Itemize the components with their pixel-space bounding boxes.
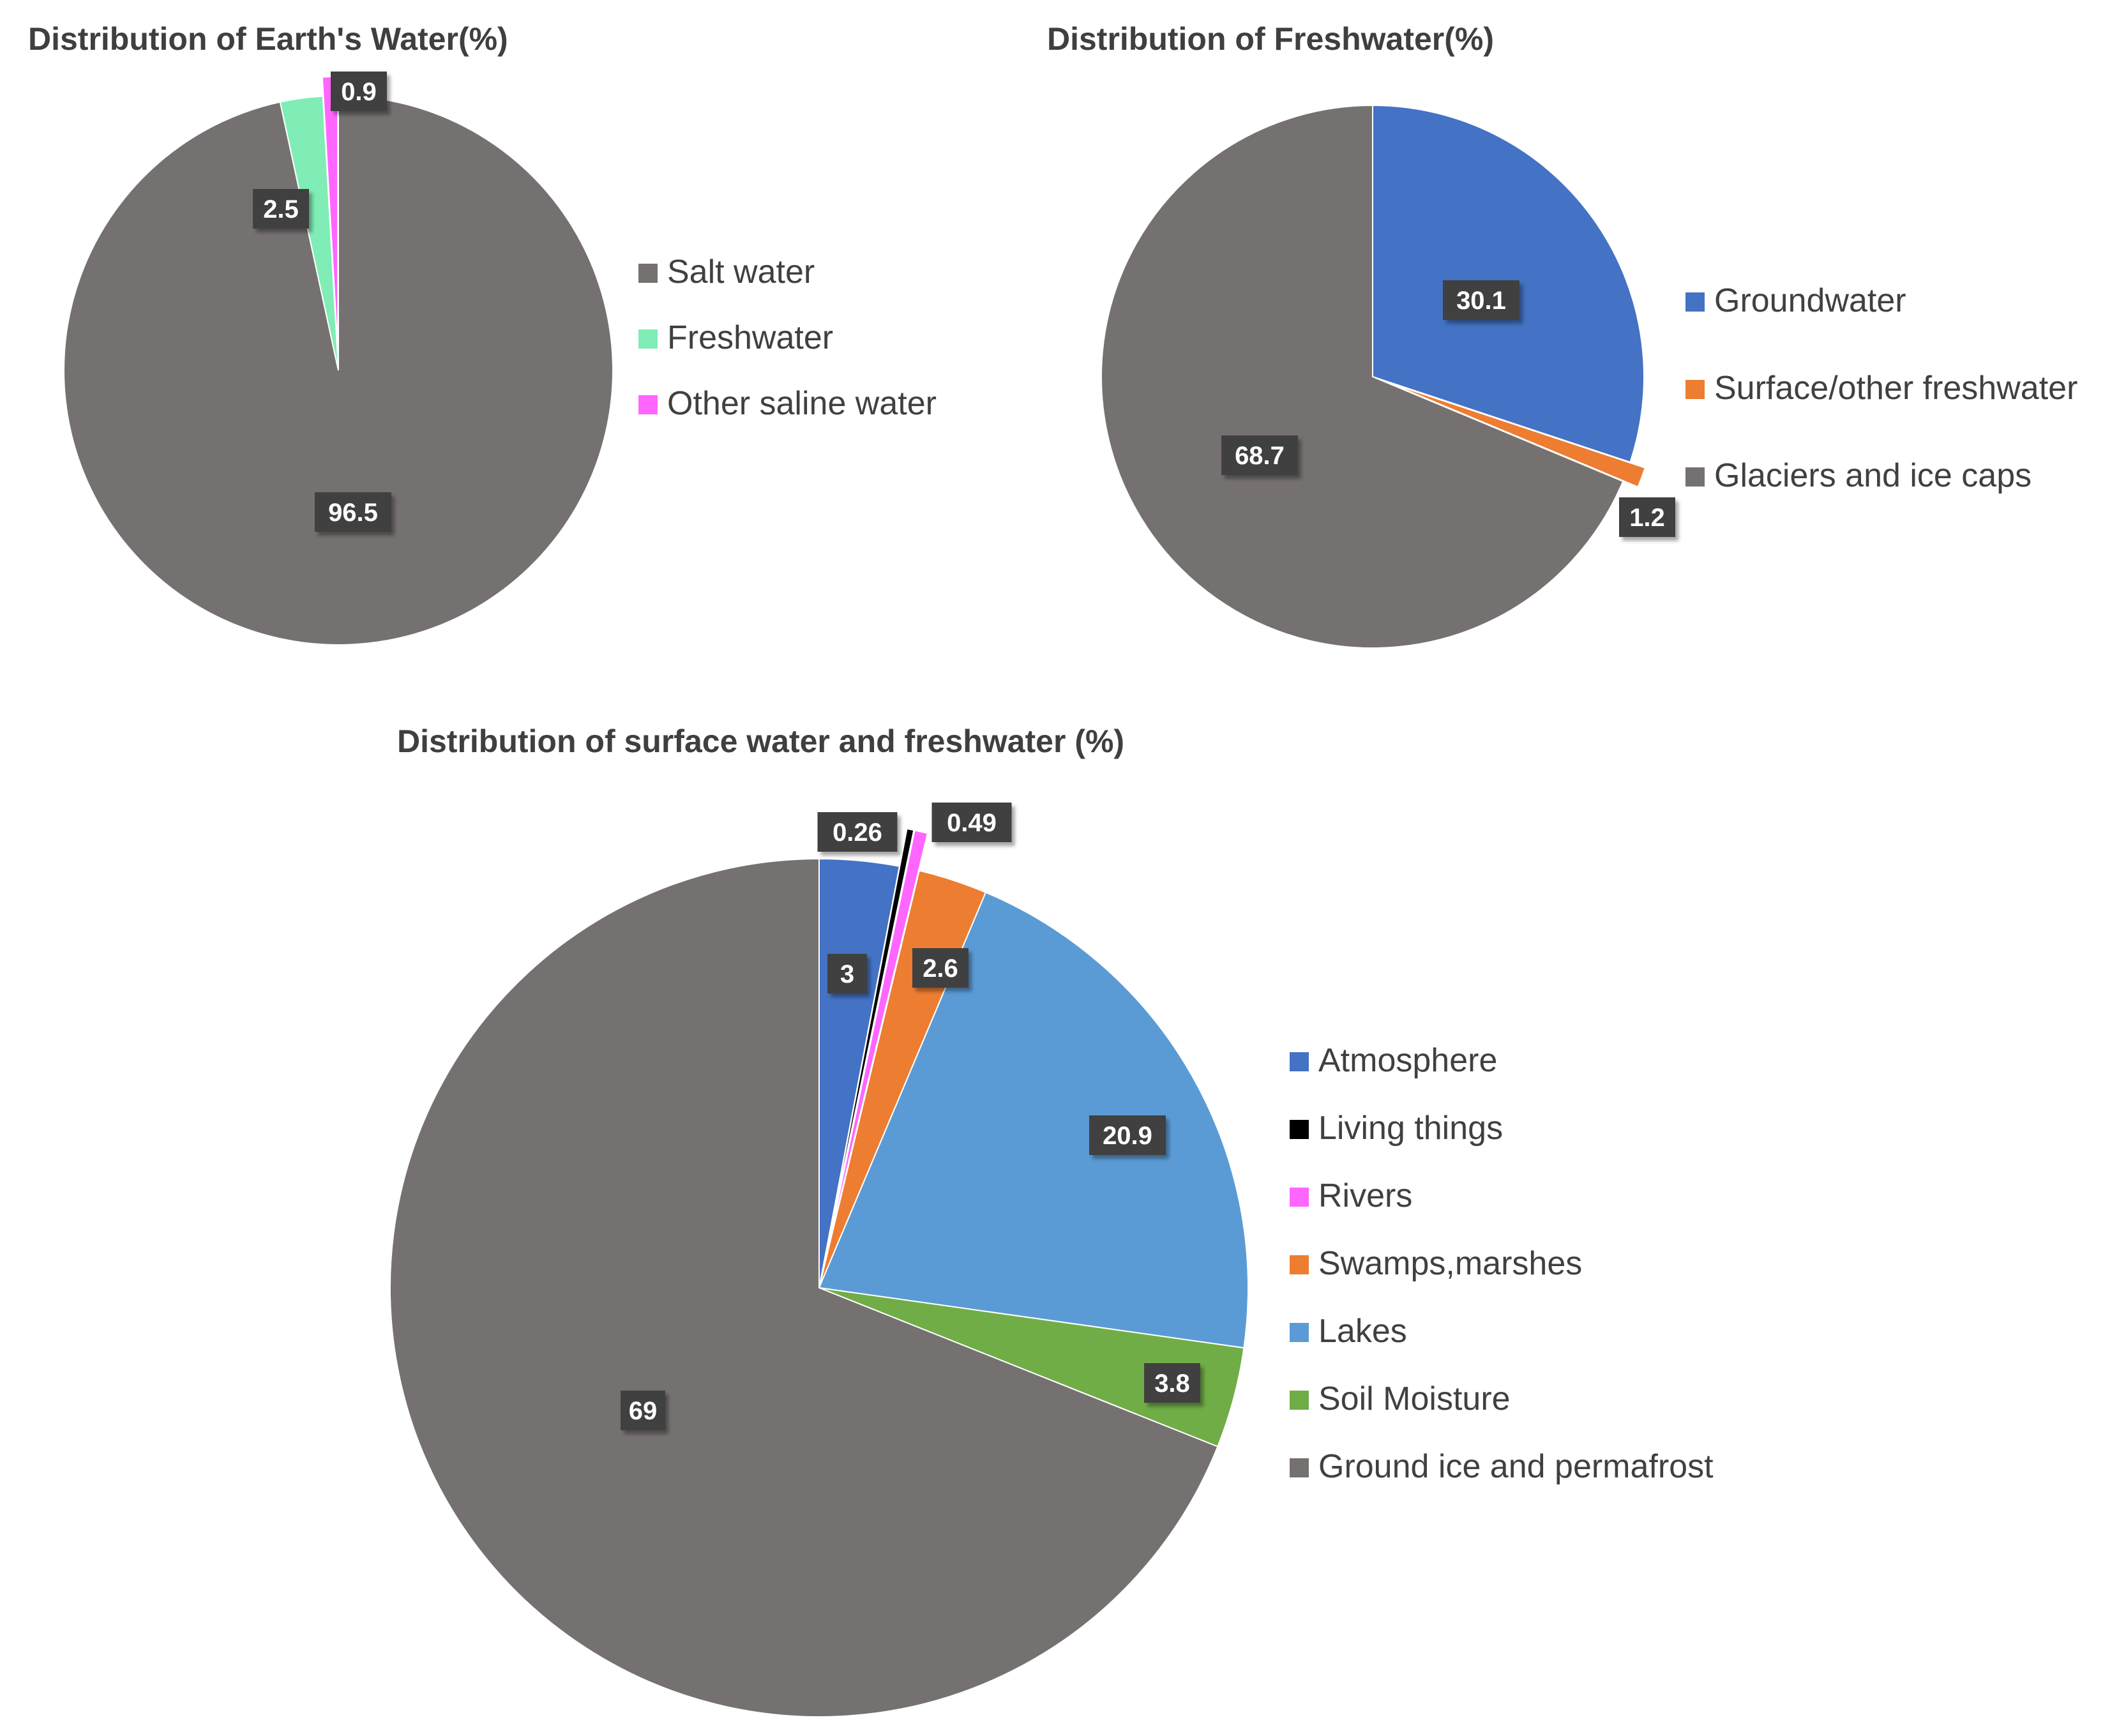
data-label-swamps-marshes: 2.6: [912, 948, 969, 988]
data-label-other-saline-water: 0.9: [331, 72, 387, 111]
legend-swatch: [1685, 380, 1705, 399]
data-label-value: 2.6: [923, 955, 958, 983]
data-label-value: 0.9: [341, 78, 377, 106]
data-label-value: 2.5: [263, 195, 299, 223]
data-label-freshwater: 2.5: [253, 189, 309, 229]
chart-title: Distribution of Freshwater(%): [1047, 21, 1494, 57]
legend-label: Atmosphere: [1318, 1042, 1497, 1079]
data-label-atmosphere: 3: [827, 954, 867, 993]
data-label-value: 30.1: [1456, 287, 1506, 315]
legend-label: Swamps,marshes: [1318, 1245, 1582, 1282]
legend-swatch: [1290, 1458, 1309, 1477]
legend-item-soil-moisture: Soil Moisture: [1290, 1380, 1511, 1417]
legend-label: Freshwater: [667, 319, 833, 356]
legend-label: Living things: [1318, 1110, 1503, 1147]
data-label-box: [331, 72, 387, 111]
data-label-value: 1.2: [1629, 504, 1665, 532]
legend-item-lakes: Lakes: [1290, 1313, 1407, 1350]
data-label-groundwater: 30.1: [1443, 280, 1519, 320]
data-label-ground-ice-and-permafrost: 69: [621, 1391, 665, 1430]
legend-label: Other saline water: [667, 385, 937, 422]
legend-swatch: [1290, 1052, 1309, 1071]
data-label-lakes: 20.9: [1089, 1115, 1166, 1155]
data-label-value: 3.8: [1154, 1370, 1190, 1398]
legend-label: Lakes: [1318, 1313, 1407, 1350]
legend-item-salt-water: Salt water: [638, 253, 815, 291]
legend-swatch: [1290, 1323, 1309, 1342]
legend-label: Salt water: [667, 253, 815, 291]
data-label-box: [315, 492, 391, 532]
data-label-box: [1619, 497, 1675, 537]
legend-swatch: [1290, 1120, 1309, 1139]
legend-item-atmosphere: Atmosphere: [1290, 1042, 1497, 1079]
legend-swatch: [1685, 292, 1705, 312]
data-label-box: [1089, 1115, 1166, 1155]
legend-item-ground-ice-and-permafrost: Ground ice and permafrost: [1290, 1448, 1714, 1485]
legend-swatch: [1290, 1255, 1309, 1274]
legend-item-surface-other-freshwater: Surface/other freshwater: [1685, 370, 2077, 407]
pie-chart-1: Distribution of Earth's Water(%) 96.5 2.5 0…: [28, 21, 937, 645]
data-label-value: 20.9: [1103, 1122, 1152, 1150]
legend-label: Rivers: [1318, 1177, 1412, 1214]
data-label-value: 68.7: [1235, 442, 1285, 470]
legend-item-rivers: Rivers: [1290, 1177, 1412, 1214]
data-label-living-things: 0.26: [817, 812, 898, 852]
data-label-box: [827, 954, 867, 993]
legend-item-other-saline-water: Other saline water: [638, 385, 937, 422]
legend-label: Glaciers and ice caps: [1714, 457, 2032, 494]
data-label-soil-moisture: 3.8: [1144, 1363, 1200, 1403]
legend-item-freshwater: Freshwater: [638, 319, 833, 356]
pie-slice-living-things: [826, 827, 915, 1251]
pie-slice-lakes: [818, 891, 1249, 1349]
data-label-value: 69: [629, 1397, 658, 1425]
data-label-value: 0.26: [833, 819, 882, 847]
legend: Groundwater Surface/other freshwater Glaci…: [1685, 282, 2077, 494]
data-label-value: 0.49: [947, 809, 997, 837]
data-label-box: [1443, 280, 1519, 320]
legend-swatch: [1290, 1391, 1309, 1410]
legend: Atmosphere Living things Rivers Swamps,mars…: [1290, 1042, 1714, 1485]
pie-slice-ground-ice-and-permafrost: [389, 857, 1219, 1717]
legend-swatch: [638, 329, 658, 349]
data-label-value: 96.5: [328, 499, 378, 527]
data-label-value: 3: [840, 960, 854, 988]
data-label-surface-other-freshwater: 1.2: [1619, 497, 1675, 537]
data-label-box: [1144, 1363, 1200, 1403]
legend-item-living-things: Living things: [1290, 1110, 1503, 1147]
pie-chart-3: Distribution of surface water and freshw…: [389, 723, 1714, 1717]
legend: Salt water Freshwater Other saline water: [638, 253, 937, 422]
data-label-rivers: 0.49: [931, 803, 1012, 842]
legend-label: Groundwater: [1714, 282, 1906, 319]
data-label-salt-water: 96.5: [315, 492, 391, 532]
data-label-box: [931, 803, 1012, 842]
legend-swatch: [1290, 1188, 1309, 1207]
pie-slice-surface-other-freshwater: [1387, 381, 1647, 488]
legend-label: Soil Moisture: [1318, 1380, 1511, 1417]
pie-slice-rivers: [827, 829, 929, 1251]
chart-title: Distribution of Earth's Water(%): [28, 21, 508, 57]
legend-swatch: [1685, 467, 1705, 487]
pie-slice-glaciers-and-ice-caps: [1101, 104, 1624, 649]
legend-label: Ground ice and permafrost: [1318, 1448, 1714, 1485]
legend-label: Surface/other freshwater: [1714, 370, 2077, 407]
data-label-glaciers-and-ice-caps: 68.7: [1221, 435, 1298, 475]
data-label-box: [621, 1391, 665, 1430]
legend-item-glaciers-and-ice-caps: Glaciers and ice caps: [1685, 457, 2032, 494]
legend-swatch: [638, 264, 658, 283]
data-label-box: [1221, 435, 1298, 475]
legend-item-groundwater: Groundwater: [1685, 282, 1906, 319]
legend-swatch: [638, 395, 658, 414]
data-label-box: [912, 948, 969, 988]
chart-title: Distribution of surface water and freshw…: [397, 723, 1124, 759]
legend-item-swamps-marshes: Swamps,marshes: [1290, 1245, 1582, 1282]
data-label-box: [253, 189, 309, 229]
data-label-box: [817, 812, 898, 852]
pie-chart-2: Distribution of Freshwater(%) 30.1 1.2 68.7…: [1047, 21, 2077, 649]
